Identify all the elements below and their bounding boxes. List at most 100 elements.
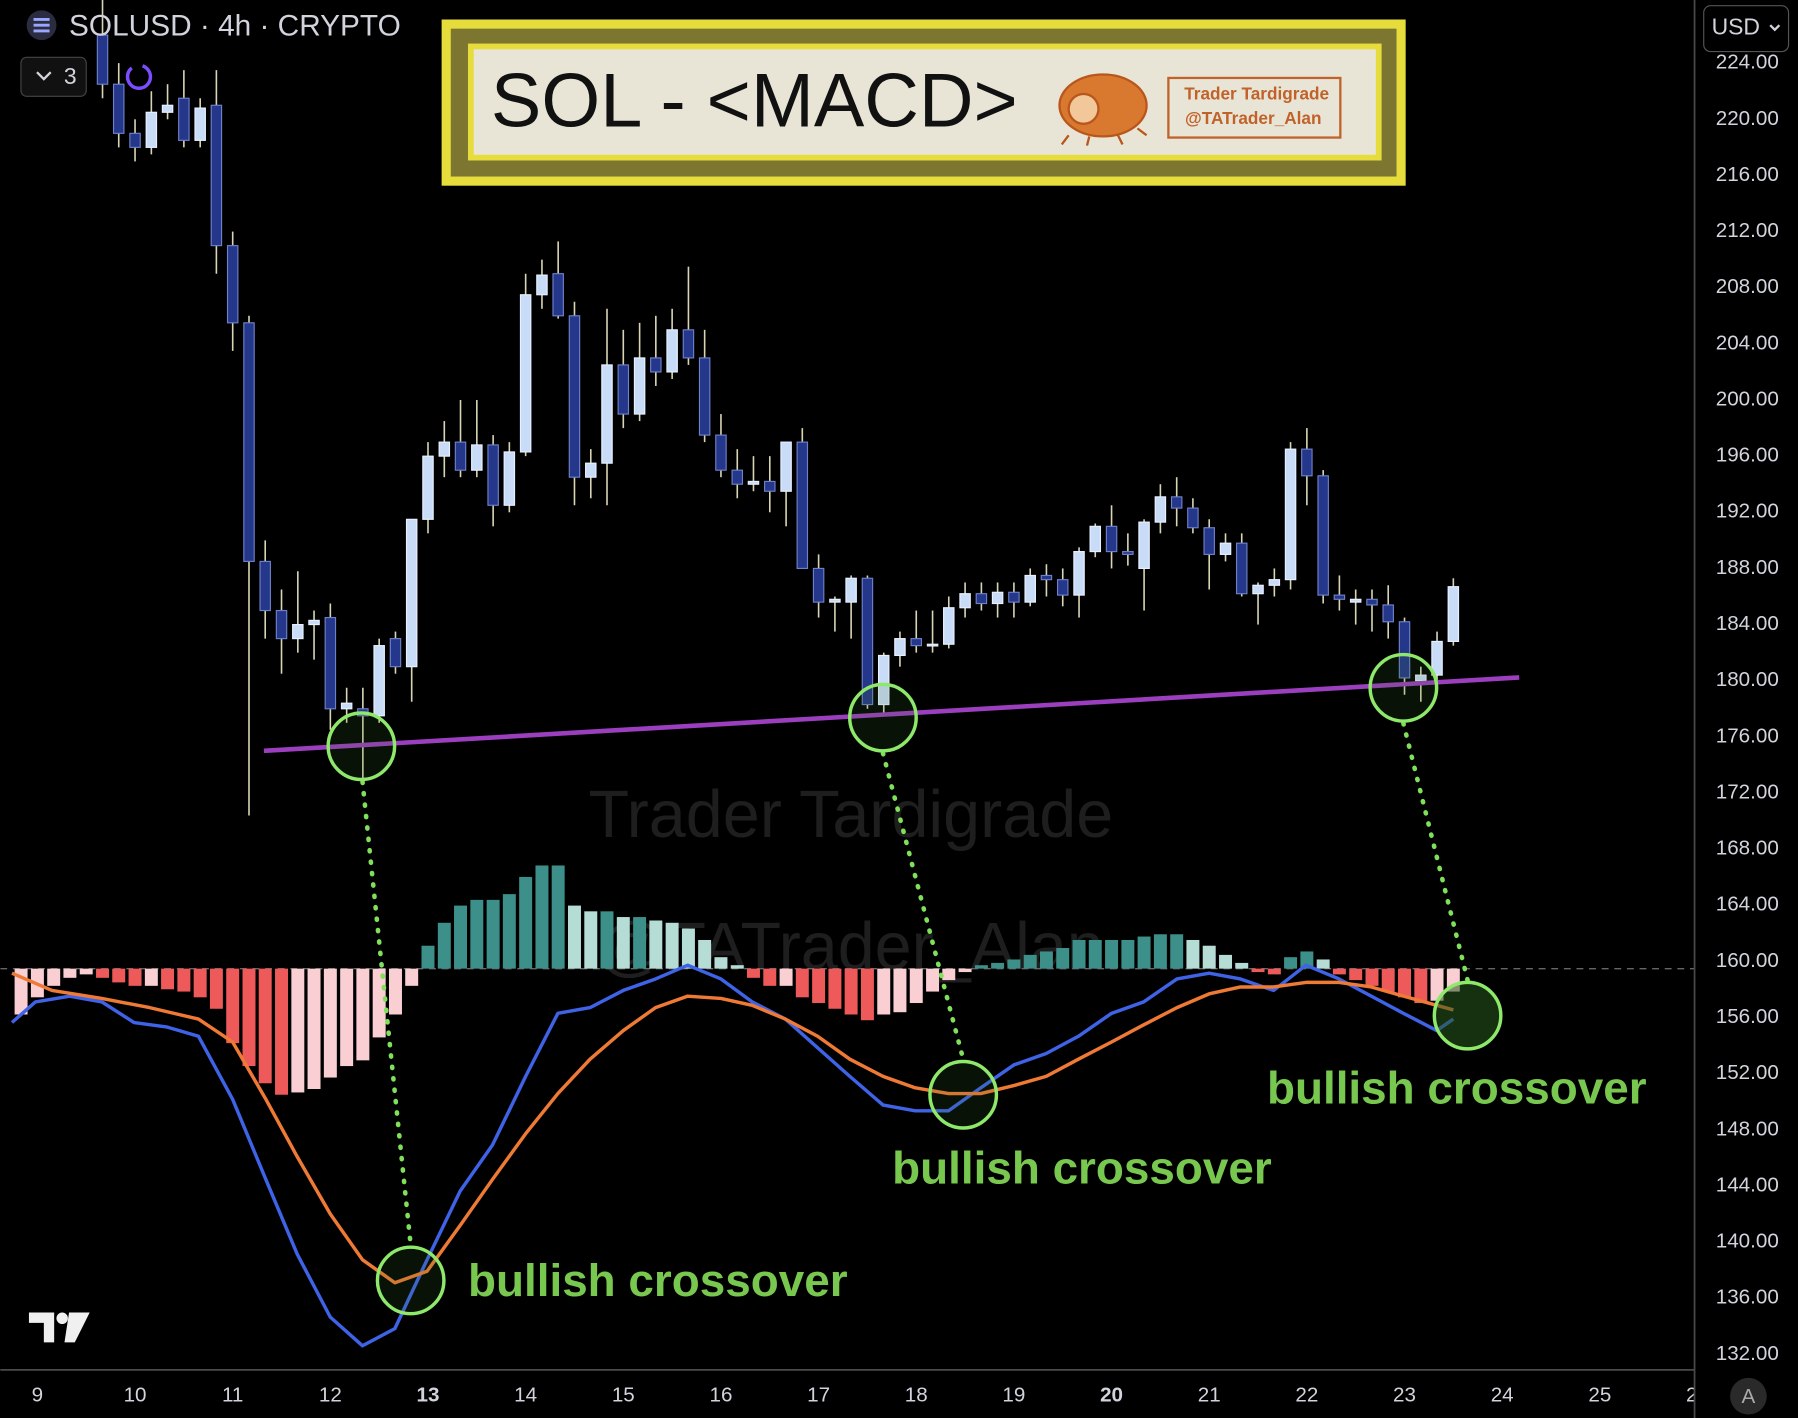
x-tick-label: 11 xyxy=(222,1384,243,1407)
y-tick-label: 164.00 xyxy=(1716,893,1779,916)
logo-part xyxy=(56,1312,68,1325)
currency-box xyxy=(1703,5,1790,53)
histogram-bar xyxy=(323,968,337,1078)
annotation: bullish crossover xyxy=(1267,1061,1647,1113)
histogram-bar xyxy=(681,928,695,969)
candle-body xyxy=(1138,521,1150,570)
candle-body xyxy=(747,480,760,485)
candle-body xyxy=(1317,475,1329,596)
x-tick-label: 9 xyxy=(32,1384,43,1407)
candle-body xyxy=(1219,542,1232,555)
histogram-bar xyxy=(535,865,549,969)
histogram-bar xyxy=(470,899,484,969)
histogram-bar xyxy=(1430,968,1444,1001)
candle-body xyxy=(780,441,792,492)
histogram-bar xyxy=(1381,968,1395,992)
x-tick-label: 12 xyxy=(319,1384,342,1407)
candle-body xyxy=(422,455,434,520)
candle-body xyxy=(340,702,353,710)
histogram-bar xyxy=(372,968,386,1038)
candle-body xyxy=(1382,604,1394,623)
candle-body xyxy=(1366,598,1378,606)
x-tick-label: 25 xyxy=(1588,1384,1611,1407)
histogram-bar xyxy=(340,968,354,1067)
histogram-bar xyxy=(763,968,777,986)
histogram-bar xyxy=(730,965,744,969)
x-tick-label: 16 xyxy=(709,1384,732,1407)
histogram-bar xyxy=(177,968,191,992)
x-tick-label: 21 xyxy=(1198,1384,1221,1407)
candle-body xyxy=(568,315,581,478)
histogram-bar xyxy=(1365,968,1379,986)
circle xyxy=(1368,652,1439,723)
symbol-title: SOLUSD · 4h · CRYPTO xyxy=(69,9,401,42)
histogram-bar xyxy=(600,911,614,969)
candle-body xyxy=(650,357,662,373)
candle-body xyxy=(926,643,939,647)
plot-area xyxy=(0,0,1695,1348)
candle-body xyxy=(487,444,499,506)
histogram-bar xyxy=(405,968,419,986)
histogram-bar xyxy=(795,968,809,998)
histogram-bar xyxy=(1072,939,1086,969)
x-tick-label: 17 xyxy=(807,1384,830,1407)
candle-body xyxy=(1056,579,1069,596)
y-tick-label: 176.00 xyxy=(1716,724,1779,747)
y-tick-label: 140.00 xyxy=(1716,1230,1779,1253)
candle-body xyxy=(1154,496,1167,523)
candle-body xyxy=(682,329,695,359)
histogram-bar xyxy=(1056,948,1070,969)
y-tick-label: 144.00 xyxy=(1716,1173,1779,1196)
candle-body xyxy=(161,104,174,113)
connector xyxy=(1401,721,1470,983)
candle-body xyxy=(666,329,678,373)
candle-body xyxy=(796,441,809,570)
candle-body xyxy=(1349,598,1362,603)
histogram-bar xyxy=(1267,968,1281,975)
candle-body xyxy=(471,444,483,471)
histogram-bar xyxy=(1300,951,1314,969)
histogram-bar xyxy=(974,965,988,969)
histogram-bar xyxy=(258,968,272,1084)
logo-part xyxy=(64,1312,90,1343)
histogram-bar xyxy=(649,920,663,969)
y-tick-label: 136.00 xyxy=(1716,1286,1779,1309)
candle-body xyxy=(96,34,109,85)
auto-scale-button[interactable]: A xyxy=(1730,1377,1767,1415)
histogram-bar xyxy=(551,865,565,969)
candle-body xyxy=(764,480,776,492)
symbol-header[interactable]: SOLUSD · 4h · CRYPTO xyxy=(26,9,401,42)
currency-select[interactable]: USD xyxy=(1703,5,1790,53)
candle-body xyxy=(1268,579,1281,586)
histogram-bar xyxy=(112,968,126,983)
histogram-bar xyxy=(893,968,907,1013)
histogram-bar xyxy=(665,922,679,969)
histogram-bar xyxy=(242,968,256,1067)
histogram-bar xyxy=(1039,951,1053,969)
macd-line xyxy=(10,963,1455,1348)
candle-body xyxy=(552,273,564,317)
candle-body xyxy=(373,645,385,717)
candle-body xyxy=(1431,640,1443,676)
candle-body xyxy=(1284,448,1297,581)
x-tick-label: 24 xyxy=(1491,1384,1514,1407)
indicators-toggle[interactable]: 3 xyxy=(20,56,87,97)
candle-body xyxy=(210,104,223,247)
histogram-bar xyxy=(454,905,468,969)
candle-body xyxy=(1301,448,1313,477)
histogram-bar xyxy=(128,968,142,986)
candle-body xyxy=(405,518,418,668)
histogram-bar xyxy=(1170,934,1184,969)
histogram-bar xyxy=(812,968,826,1004)
candle-body xyxy=(894,638,906,657)
histogram-bar xyxy=(1121,939,1135,969)
toggle-box xyxy=(20,56,87,97)
x-tick-label: 22 xyxy=(1295,1384,1318,1407)
annotation: bullish crossover xyxy=(892,1142,1272,1194)
histogram-bar xyxy=(1105,939,1119,969)
histogram-bar xyxy=(1332,968,1346,975)
y-tick-label: 132.00 xyxy=(1716,1342,1779,1365)
candle-body xyxy=(1415,674,1427,682)
candle-body xyxy=(308,619,320,626)
